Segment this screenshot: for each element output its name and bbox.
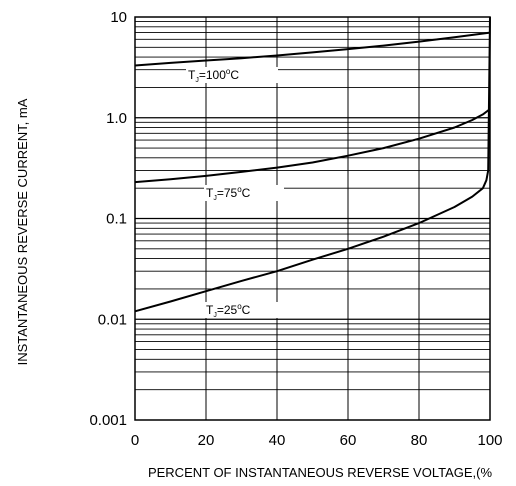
label-part: o bbox=[237, 185, 242, 194]
label-background bbox=[186, 67, 278, 83]
label-part: J bbox=[195, 77, 199, 84]
curve-label-text: TJ=100oC bbox=[188, 67, 239, 84]
x-tick-labels: 0 20 40 60 80 100 bbox=[131, 432, 503, 449]
label-part: T bbox=[188, 68, 196, 82]
x-tick-label: 80 bbox=[411, 432, 428, 449]
series-line-2 bbox=[134, 108, 491, 184]
y-tick-labels: 0.001 0.01 0.1 1.0 10 bbox=[89, 9, 127, 429]
label-part: C bbox=[242, 303, 251, 317]
label-part: o bbox=[237, 302, 242, 311]
label-part: T bbox=[206, 186, 214, 200]
y-tick-label: 1.0 bbox=[106, 110, 127, 127]
data-curves bbox=[134, 16, 491, 313]
y-axis-label: INSTANTANEOUS REVERSE CURRENT, mA bbox=[15, 98, 30, 365]
x-axis-label: PERCENT OF INSTANTANEOUS REVERSE VOLTAGE… bbox=[148, 465, 493, 480]
label-background bbox=[204, 185, 284, 201]
x-tick-label: 60 bbox=[340, 432, 357, 449]
y-tick-label: 0.001 bbox=[89, 412, 127, 429]
label-part: T bbox=[206, 303, 214, 317]
label-part: =25 bbox=[217, 303, 238, 317]
label-part: C bbox=[242, 186, 251, 200]
label-background bbox=[204, 302, 284, 318]
x-tick-label: 0 bbox=[131, 432, 139, 449]
series-line-1 bbox=[134, 31, 491, 67]
grid-lines bbox=[135, 17, 490, 420]
curve-label-text: TJ=25oC bbox=[206, 302, 251, 319]
series-line-3 bbox=[134, 16, 491, 313]
curve-label-1: TJ=100oC bbox=[186, 67, 278, 84]
y-tick-label: 0.01 bbox=[98, 311, 127, 328]
label-part: C bbox=[230, 68, 239, 82]
plot-frame bbox=[134, 16, 491, 421]
y-tick-label: 0.1 bbox=[106, 211, 127, 228]
y-tick-label: 10 bbox=[110, 9, 127, 26]
label-part: J bbox=[213, 195, 217, 202]
curve-label-text: TJ=75oC bbox=[206, 185, 251, 202]
curve-label-2: TJ=75oC bbox=[204, 185, 284, 202]
label-part: J bbox=[213, 312, 217, 319]
x-tick-label: 40 bbox=[269, 432, 286, 449]
x-tick-label: 100 bbox=[477, 432, 502, 449]
label-part: o bbox=[226, 67, 231, 76]
label-part: =100 bbox=[199, 68, 226, 82]
label-part: =75 bbox=[217, 186, 238, 200]
x-tick-label: 20 bbox=[198, 432, 215, 449]
curve-label-3: TJ=25oC bbox=[204, 302, 284, 319]
